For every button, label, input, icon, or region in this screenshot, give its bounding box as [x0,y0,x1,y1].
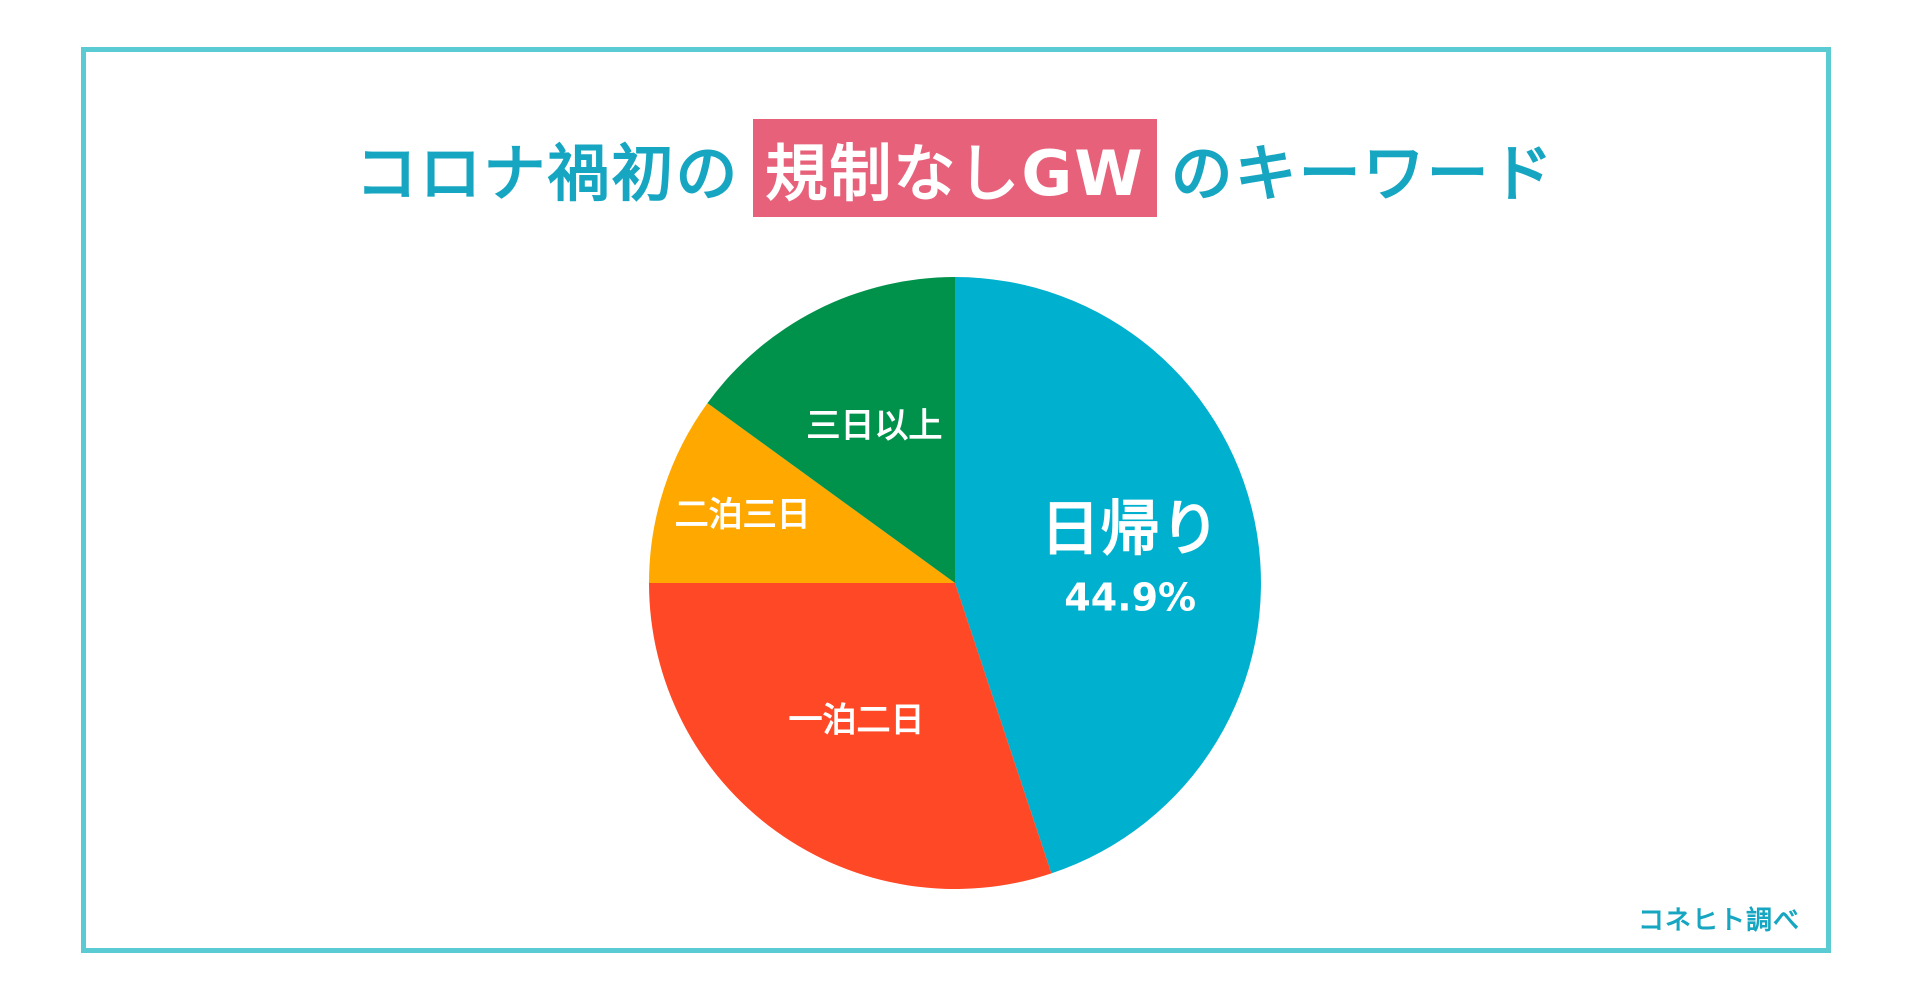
title-highlight: 規制なしGW [753,119,1157,217]
pie-slices [649,277,1261,889]
slice-label-one-night: 一泊二日 [789,700,925,740]
slice-label-daytrip: 日帰り [1040,495,1220,565]
chart-title: コロナ禍初の 規制なしGW のキーワード [0,118,1910,218]
pie-slice-daytrip [955,277,1261,874]
title-prefix: コロナ禍初の [355,137,740,210]
slice-label-two-nights: 二泊三日 [675,495,811,535]
pie-slice-three-plus [707,277,955,583]
title-suffix: のキーワード [1170,137,1555,210]
slice-value-daytrip: 44.9% [1064,576,1196,620]
pie-slice-two-nights [649,403,955,583]
slice-label-three-plus: 三日以上 [806,406,942,446]
chart-frame [81,47,1831,953]
pie-slice-one-night [649,583,1052,889]
pie-labels: 日帰り 44.9% 一泊二日 二泊三日 三日以上 [675,406,1221,741]
source-credit: コネヒト調べ [1637,906,1800,936]
